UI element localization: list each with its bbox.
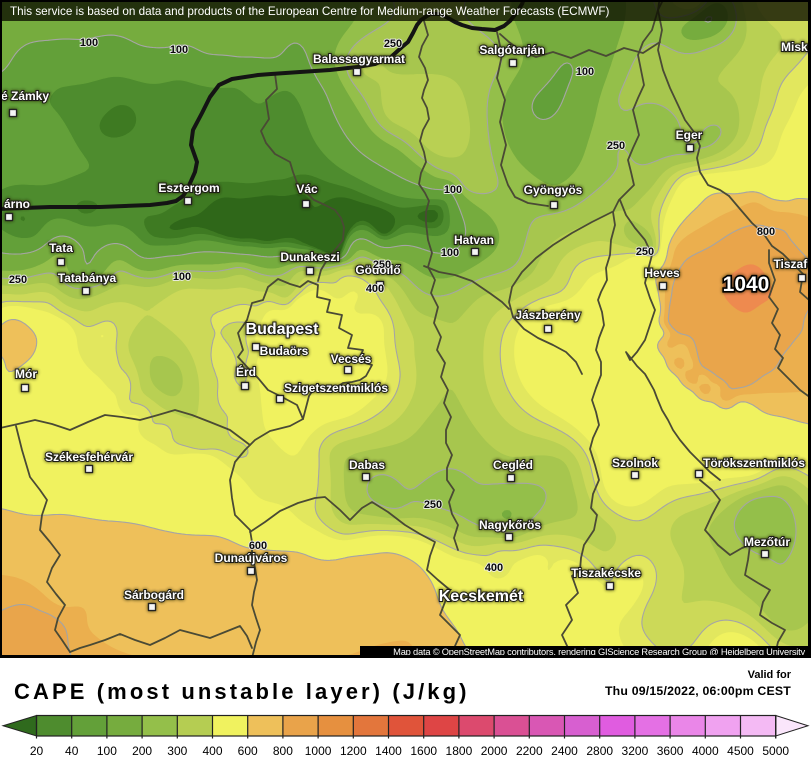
svg-text:Vecsés: Vecsés — [331, 352, 372, 366]
svg-text:600: 600 — [249, 540, 267, 552]
svg-text:4500: 4500 — [727, 744, 754, 758]
svg-text:Dabas: Dabas — [349, 458, 385, 472]
svg-text:Jászberény: Jászberény — [515, 308, 581, 322]
svg-text:Dunaújváros: Dunaújváros — [215, 551, 288, 565]
svg-text:5000: 5000 — [762, 744, 789, 758]
svg-text:100: 100 — [80, 37, 98, 49]
svg-text:1600: 1600 — [410, 744, 437, 758]
svg-text:3200: 3200 — [622, 744, 649, 758]
svg-text:Érd: Érd — [236, 364, 256, 379]
svg-text:2400: 2400 — [551, 744, 578, 758]
svg-text:4000: 4000 — [692, 744, 719, 758]
svg-text:Vác: Vác — [296, 182, 318, 196]
svg-text:Kecskemét: Kecskemét — [439, 588, 524, 605]
svg-text:Tata: Tata — [49, 241, 73, 255]
svg-text:20: 20 — [30, 744, 44, 758]
svg-text:200: 200 — [132, 744, 152, 758]
svg-text:600: 600 — [238, 744, 258, 758]
svg-text:Szigetszentmiklós: Szigetszentmiklós — [284, 381, 388, 395]
svg-text:1400: 1400 — [375, 744, 402, 758]
svg-text:1000: 1000 — [305, 744, 332, 758]
svg-text:Balassagyarmat: Balassagyarmat — [313, 52, 405, 66]
svg-text:Nagykőrös: Nagykőrös — [479, 518, 541, 532]
svg-text:800: 800 — [757, 226, 775, 238]
svg-text:1040: 1040 — [723, 273, 770, 296]
svg-text:100: 100 — [576, 66, 594, 78]
svg-text:250: 250 — [424, 499, 442, 511]
svg-text:Eger: Eger — [676, 128, 703, 142]
svg-text:Tatabánya: Tatabánya — [58, 271, 117, 285]
svg-text:100: 100 — [173, 271, 191, 283]
svg-text:400: 400 — [485, 562, 503, 574]
svg-text:1800: 1800 — [446, 744, 473, 758]
svg-text:100: 100 — [97, 744, 117, 758]
svg-text:100: 100 — [441, 247, 459, 259]
svg-text:Szolnok: Szolnok — [612, 456, 658, 470]
svg-text:400: 400 — [202, 744, 222, 758]
svg-text:Miskolc: Miskolc — [781, 40, 811, 54]
svg-text:Mezőtúr: Mezőtúr — [744, 535, 790, 549]
svg-text:árno: árno — [4, 197, 30, 211]
svg-text:250: 250 — [384, 38, 402, 50]
svg-text:Esztergom: Esztergom — [158, 181, 219, 195]
svg-text:2000: 2000 — [481, 744, 508, 758]
svg-text:800: 800 — [273, 744, 293, 758]
svg-text:300: 300 — [167, 744, 187, 758]
svg-text:Sárbogárd: Sárbogárd — [124, 588, 184, 602]
svg-text:Gödöllő: Gödöllő — [355, 263, 400, 277]
svg-text:Budapest: Budapest — [246, 321, 320, 338]
svg-text:100: 100 — [170, 44, 188, 56]
svg-text:250: 250 — [373, 259, 391, 271]
svg-text:Dunakeszi: Dunakeszi — [280, 250, 339, 264]
svg-text:Hatvan: Hatvan — [454, 233, 494, 247]
svg-text:400: 400 — [366, 283, 384, 295]
svg-text:Tiszakécske: Tiszakécske — [571, 566, 641, 580]
svg-text:250: 250 — [607, 140, 625, 152]
svg-text:1200: 1200 — [340, 744, 367, 758]
svg-text:40: 40 — [65, 744, 79, 758]
svg-text:Törökszentmiklós: Törökszentmiklós — [703, 456, 805, 470]
svg-text:Salgótarján: Salgótarján — [479, 43, 544, 57]
svg-text:Gyöngyös: Gyöngyös — [524, 183, 583, 197]
svg-text:Mór: Mór — [15, 367, 37, 381]
svg-text:Heves: Heves — [644, 266, 680, 280]
svg-text:é Zámky: é Zámky — [1, 89, 49, 103]
svg-text:250: 250 — [636, 246, 654, 258]
svg-text:2800: 2800 — [586, 744, 613, 758]
svg-text:Cegléd: Cegléd — [493, 458, 533, 472]
svg-text:Székesfehérvár: Székesfehérvár — [45, 450, 133, 464]
svg-text:100: 100 — [444, 184, 462, 196]
svg-text:2200: 2200 — [516, 744, 543, 758]
svg-text:250: 250 — [9, 274, 27, 286]
svg-text:Budaörs: Budaörs — [260, 344, 309, 358]
svg-text:Tiszafü: Tiszafü — [773, 257, 811, 271]
svg-text:3600: 3600 — [657, 744, 684, 758]
